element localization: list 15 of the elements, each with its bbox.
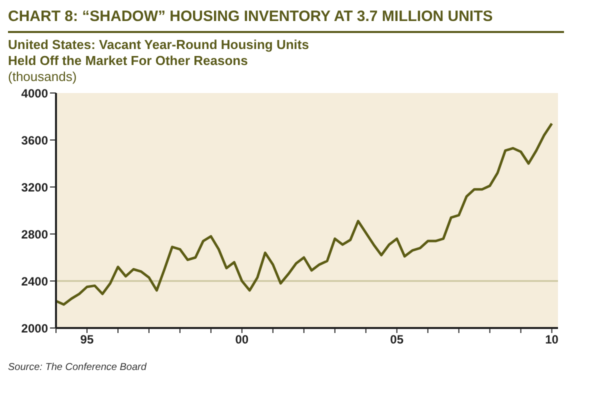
source-note: Source: The Conference Board	[8, 362, 148, 373]
chart-subtitle: United States: Vacant Year-Round Housing Units Held Off the Market For Other Reasons	[8, 37, 310, 69]
y-tick-label: 3200	[21, 180, 48, 194]
chart-title: CHART 8: “SHADOW” HOUSING INVENTORY AT 3.7 MILLION UNITS	[8, 8, 494, 25]
y-tick-label: 3600	[21, 133, 48, 148]
x-tick-label: 10	[545, 332, 559, 347]
y-tick-label: 2800	[21, 227, 48, 242]
y-tick-label: 2400	[21, 274, 48, 288]
y-tick-label: 2000	[21, 321, 48, 336]
x-tick-label: 00	[235, 332, 249, 347]
y-axis-title: (thousands)	[8, 69, 78, 85]
x-tick-label: 95	[80, 332, 94, 347]
x-tick-label: 05	[390, 332, 404, 347]
line-series	[56, 122, 554, 306]
y-tick-label: 4000	[21, 86, 48, 100]
